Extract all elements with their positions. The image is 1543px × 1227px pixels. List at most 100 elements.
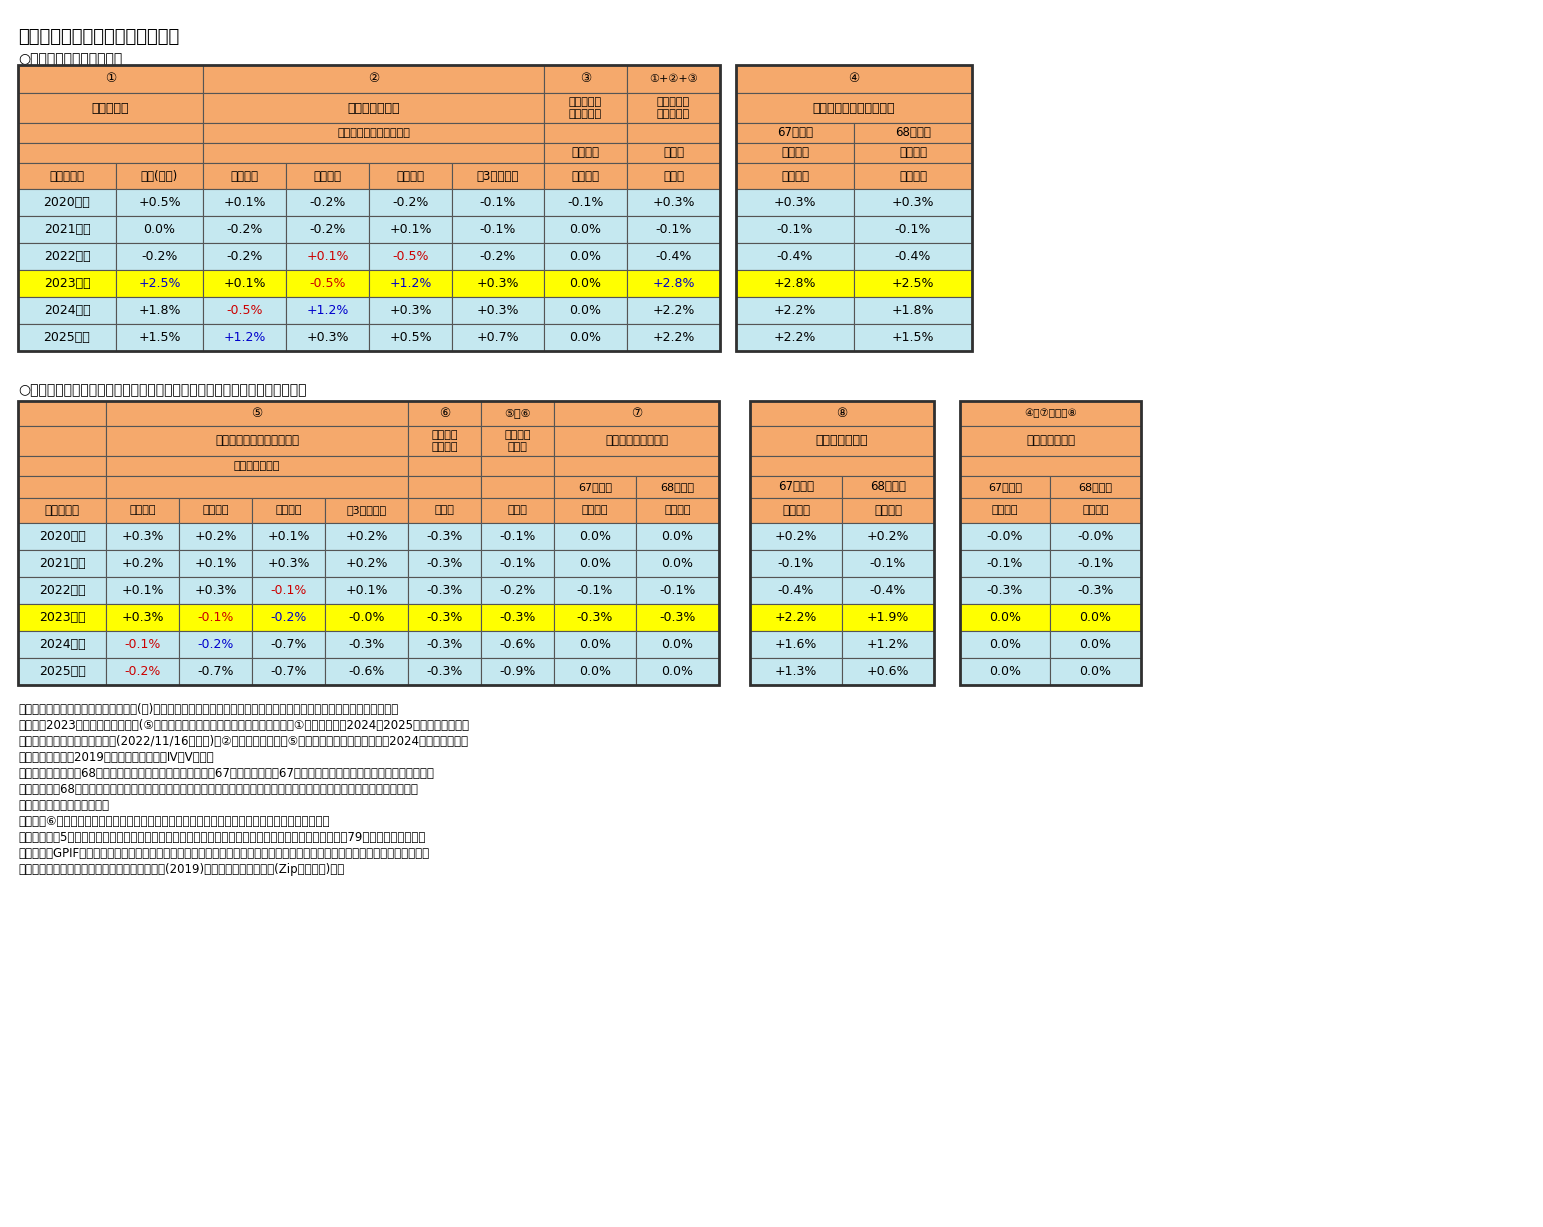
Bar xyxy=(204,270,285,297)
Bar xyxy=(407,401,481,426)
Text: 当年度分
調整率: 当年度分 調整率 xyxy=(505,429,531,453)
Bar xyxy=(736,93,972,123)
Text: -0.1%: -0.1% xyxy=(270,584,307,598)
Bar xyxy=(545,324,626,351)
Text: （3年平均）: （3年平均） xyxy=(477,169,518,183)
Text: 0.0%: 0.0% xyxy=(569,304,602,317)
Text: 2021年度: 2021年度 xyxy=(43,223,91,236)
Text: 2021年度: 2021年度 xyxy=(39,557,85,571)
Bar xyxy=(452,324,545,351)
Bar xyxy=(750,523,842,550)
Text: +1.2%: +1.2% xyxy=(389,277,432,290)
Bar xyxy=(636,631,719,658)
Text: 改定の年度: 改定の年度 xyxy=(45,504,80,517)
Text: ３年度前: ３年度前 xyxy=(571,169,600,183)
Text: -0.7%: -0.7% xyxy=(270,665,307,679)
Bar xyxy=(481,577,554,604)
Text: ○本来の改定率の計算過程: ○本来の改定率の計算過程 xyxy=(19,52,122,66)
Bar xyxy=(736,65,972,93)
Text: -0.6%: -0.6% xyxy=(349,665,384,679)
Bar xyxy=(252,577,326,604)
Bar xyxy=(204,144,545,163)
Text: ⑧: ⑧ xyxy=(836,407,847,420)
Text: +0.5%: +0.5% xyxy=(139,196,181,209)
Bar xyxy=(554,456,719,476)
Text: -0.1%: -0.1% xyxy=(776,223,813,236)
Text: -0.0%: -0.0% xyxy=(988,530,1023,544)
Text: +2.2%: +2.2% xyxy=(773,331,816,344)
Text: 年度から: 年度から xyxy=(900,146,927,160)
Bar xyxy=(545,93,626,123)
Bar xyxy=(252,604,326,631)
Bar xyxy=(407,498,481,523)
Text: +0.3%: +0.3% xyxy=(306,331,349,344)
Text: 2022年度: 2022年度 xyxy=(43,250,91,263)
Text: 平均余命
の伸び率: 平均余命 の伸び率 xyxy=(430,429,458,453)
Text: +1.2%: +1.2% xyxy=(867,638,909,652)
Text: -0.3%: -0.3% xyxy=(426,611,463,625)
Bar xyxy=(407,550,481,577)
Text: +2.8%: +2.8% xyxy=(773,277,816,290)
Text: 0.0%: 0.0% xyxy=(579,530,611,544)
Bar xyxy=(285,297,369,324)
Bar xyxy=(19,631,106,658)
Bar xyxy=(204,243,285,270)
Text: ④: ④ xyxy=(849,72,859,86)
Bar xyxy=(626,270,721,297)
Text: （性・年齢構成調整後）: （性・年齢構成調整後） xyxy=(336,128,410,137)
Bar xyxy=(554,550,636,577)
Bar xyxy=(960,456,1140,476)
Bar xyxy=(626,243,721,270)
Bar xyxy=(179,604,252,631)
Text: 68歳到達: 68歳到達 xyxy=(1079,482,1113,492)
Bar xyxy=(554,631,636,658)
Bar xyxy=(326,658,407,685)
Bar xyxy=(736,123,853,144)
Text: は「68歳到達年度から」の繰越分で更新される。このため、未調整分が存在する場合には生年度によって改定率が異: は「68歳到達年度から」の繰越分で更新される。このため、未調整分が存在する場合に… xyxy=(19,783,418,796)
Text: +0.2%: +0.2% xyxy=(194,530,236,544)
Text: （年度間平均）: （年度間平均） xyxy=(235,461,281,471)
Text: 0.0%: 0.0% xyxy=(662,638,693,652)
Text: ⑥: ⑥ xyxy=(438,407,451,420)
Text: +2.2%: +2.2% xyxy=(773,304,816,317)
Text: 当年度: 当年度 xyxy=(663,169,684,183)
Text: -0.2%: -0.2% xyxy=(480,250,517,263)
Text: +0.3%: +0.3% xyxy=(194,584,236,598)
Text: +0.3%: +0.3% xyxy=(892,196,934,209)
Bar xyxy=(545,297,626,324)
Text: 2020年度: 2020年度 xyxy=(43,196,91,209)
Bar xyxy=(369,324,452,351)
Bar xyxy=(626,65,721,93)
Bar xyxy=(285,216,369,243)
Text: 0.0%: 0.0% xyxy=(569,223,602,236)
Text: +1.8%: +1.8% xyxy=(139,304,181,317)
Text: ３年度前: ３年度前 xyxy=(571,146,600,160)
Bar xyxy=(179,550,252,577)
Bar xyxy=(481,426,554,456)
Text: +0.1%: +0.1% xyxy=(346,584,387,598)
Bar xyxy=(1049,658,1140,685)
Bar xyxy=(842,658,934,685)
Text: -0.3%: -0.3% xyxy=(426,638,463,652)
Bar xyxy=(407,604,481,631)
Text: 繰り越す調整率: 繰り越す調整率 xyxy=(1026,434,1075,448)
Text: -0.1%: -0.1% xyxy=(659,584,696,598)
Bar xyxy=(853,216,972,243)
Bar xyxy=(19,297,116,324)
Text: ③: ③ xyxy=(580,72,591,86)
Bar xyxy=(554,523,636,550)
Text: -0.1%: -0.1% xyxy=(895,223,930,236)
Text: -0.1%: -0.1% xyxy=(568,196,603,209)
Bar xyxy=(750,498,842,523)
Text: -0.3%: -0.3% xyxy=(988,584,1023,598)
Bar xyxy=(1049,523,1140,550)
Text: -0.1%: -0.1% xyxy=(870,557,906,571)
Bar xyxy=(960,476,1049,498)
Bar xyxy=(554,577,636,604)
Text: ②: ② xyxy=(367,72,380,86)
Text: -0.7%: -0.7% xyxy=(270,638,307,652)
Text: -0.4%: -0.4% xyxy=(870,584,906,598)
Text: -0.1%: -0.1% xyxy=(656,223,691,236)
Text: 年度まで: 年度まで xyxy=(992,506,1018,515)
Bar xyxy=(369,163,452,189)
